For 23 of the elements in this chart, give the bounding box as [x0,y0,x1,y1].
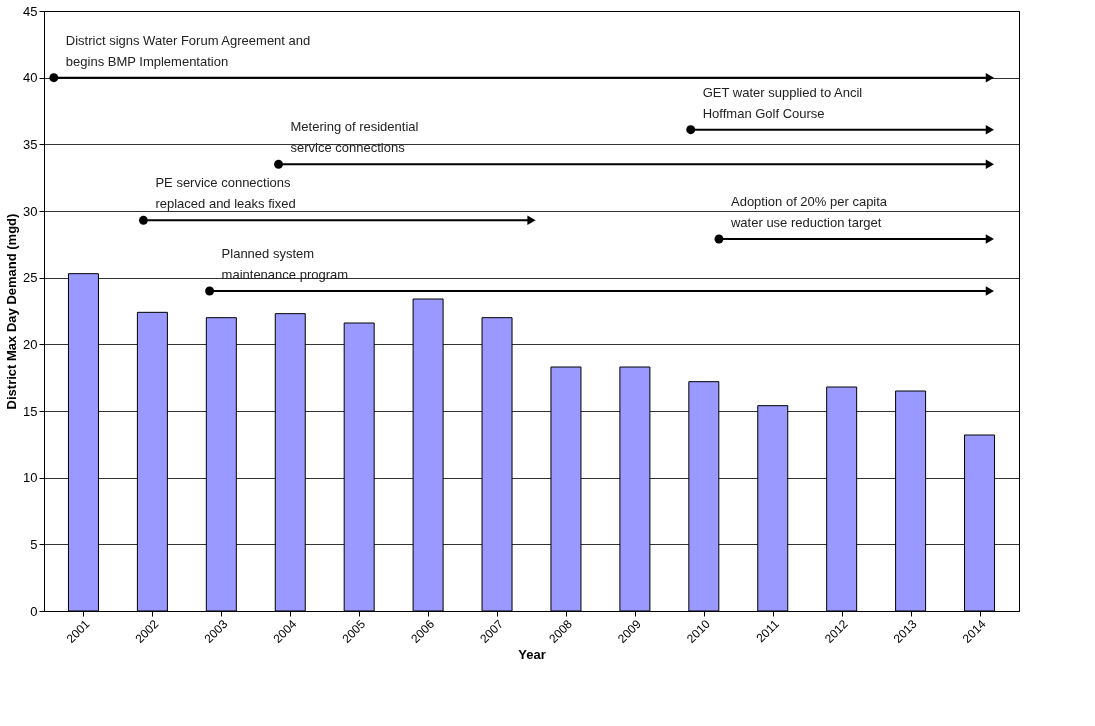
y-tick-label: 35 [23,136,38,152]
annotation: District signs Water Forum Agreement and begins BMP Implementation [65,32,311,69]
y-tick-label: 45 [23,3,38,19]
point [274,159,283,169]
point [205,286,215,296]
y-tick-label: 15 [23,403,38,419]
annotation: Metering of residential service connections [290,119,419,156]
y-axis-title: District Max Day Demand (mgd) [4,213,20,410]
y-tick-label: 5 [30,536,38,552]
y-tick-label: 0 [30,603,38,619]
y-tick-label: 20 [23,336,38,352]
y-tick-label: 25 [23,270,38,286]
x-axis-title: Year [518,647,546,663]
annotation: Adoption of 20% per capita water use reduction target [729,194,888,230]
point [686,125,696,135]
y-tick-label: 40 [23,70,38,86]
y-tick-label: 10 [23,470,38,486]
annotation: PE service connections replaced and leaks fixed [155,175,296,212]
annotation: GET water supplied to Ancil Hoffman Golf Course [702,84,863,121]
point [714,234,724,244]
point [138,215,148,225]
y-tick-label: 30 [23,203,38,219]
point [49,73,59,83]
